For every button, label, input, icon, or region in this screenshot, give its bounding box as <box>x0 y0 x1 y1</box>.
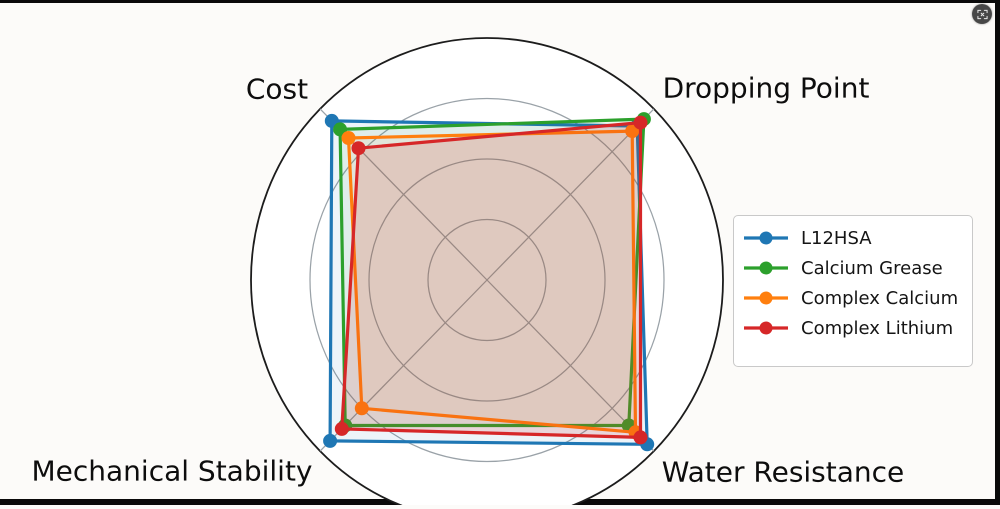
series-marker-l12hsa-mechanical-stability <box>323 433 338 448</box>
legend-dot-l12hsa <box>759 231 773 245</box>
series-marker-complex-calcium-cost <box>341 131 356 145</box>
series-fill-l12hsa <box>330 120 648 445</box>
axis-label-water-resistance: Water Resistance <box>661 455 905 489</box>
legend-label-calcium-grease: Calcium Grease <box>801 257 943 279</box>
screen-capture-button[interactable] <box>972 4 992 24</box>
axis-label-cost: Cost <box>245 72 309 106</box>
legend-label-complex-calcium: Complex Calcium <box>801 287 959 309</box>
series-marker-complex-calcium-mechanical-stability <box>354 401 369 416</box>
legend-item-complex-lithium: Complex Lithium <box>734 313 972 343</box>
axis-spoke-dropping-point <box>486 108 655 281</box>
series-marker-complex-lithium-dropping-point <box>633 115 648 130</box>
legend-dot-complex-lithium <box>759 321 773 335</box>
legend-marker-l12hsa <box>744 231 788 245</box>
series-fill-complex-calcium <box>348 131 636 433</box>
legend-item-calcium-grease: Calcium Grease <box>734 253 972 283</box>
axis-label-dropping-point: Dropping Point <box>662 71 870 105</box>
grid-ring-7.5 <box>309 97 665 463</box>
legend-item-complex-calcium: Complex Calcium <box>734 283 972 313</box>
series-fill-calcium-grease <box>340 119 644 426</box>
screenshot-focus-icon <box>976 9 988 19</box>
legend-item-l12hsa: L12HSA <box>734 223 972 253</box>
grid-ring-2.5 <box>427 218 547 342</box>
series-marker-complex-lithium-water-resistance <box>633 430 648 445</box>
series-fill-complex-lithium <box>341 122 641 438</box>
legend-marker-complex-calcium <box>744 291 788 305</box>
legend-label-complex-lithium: Complex Lithium <box>801 317 954 339</box>
top-black-bar <box>0 0 1000 3</box>
grid-ring-5 <box>368 158 606 402</box>
legend-label-l12hsa: L12HSA <box>801 227 872 249</box>
legend-dot-calcium-grease <box>759 261 773 275</box>
legend-dot-complex-calcium <box>759 291 773 305</box>
axis-label-mechanical-stability: Mechanical Stability <box>31 454 313 488</box>
legend-marker-complex-lithium <box>744 321 788 335</box>
legend: L12HSA Calcium Grease Complex Calcium Compl… <box>733 215 973 367</box>
series-marker-complex-lithium-mechanical-stability <box>334 421 349 436</box>
series-marker-calcium-grease-cost <box>333 122 348 137</box>
series-marker-complex-lithium-cost <box>351 141 366 156</box>
legend-marker-calcium-grease <box>744 261 788 275</box>
polar-outline <box>250 37 724 509</box>
right-black-bar <box>995 0 1000 505</box>
